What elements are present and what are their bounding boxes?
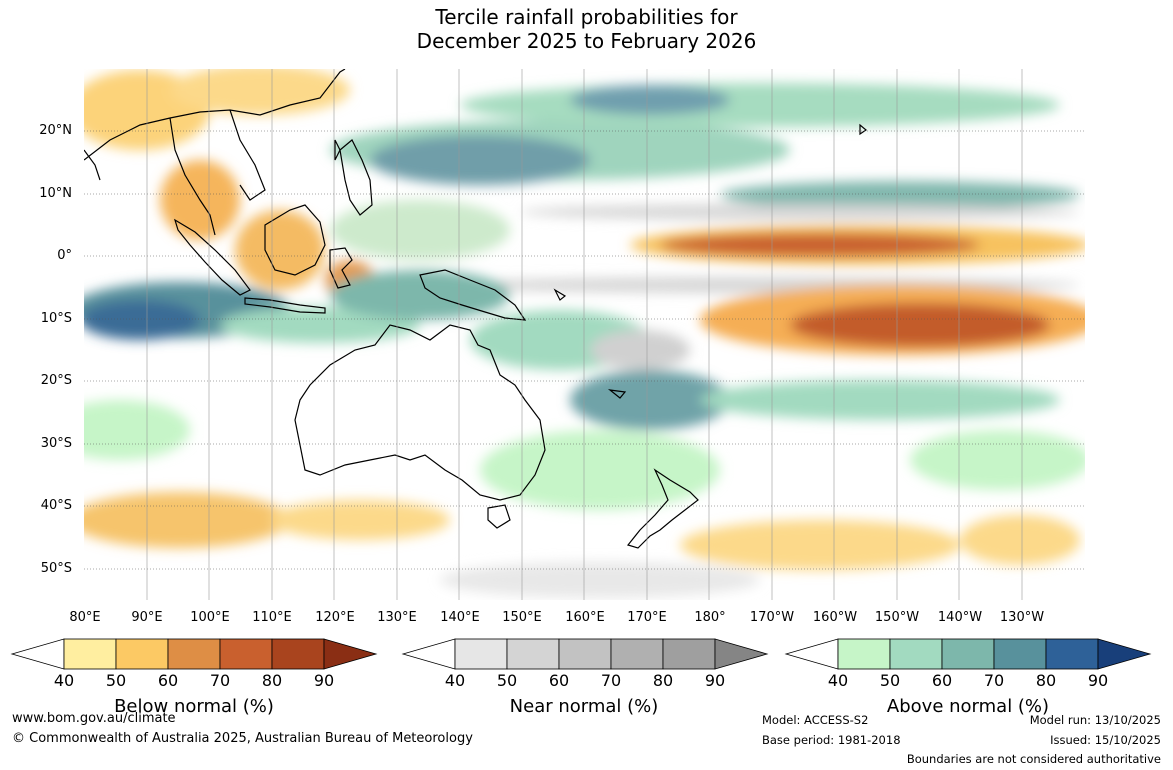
lon-label: 160°W (812, 610, 858, 625)
lat-label: 0° (57, 248, 72, 263)
issued-date: Issued: 15/10/2025 (1050, 733, 1161, 747)
below-tick: 70 (209, 671, 231, 690)
colorbar-segment (837, 638, 891, 670)
colorbar-segment (63, 638, 117, 670)
coastlines (84, 69, 868, 549)
below-tick: 80 (261, 671, 283, 690)
colorbar-under-triangle (784, 638, 839, 670)
lon-label: 80°E (69, 610, 101, 625)
near-tick: 50 (496, 671, 518, 690)
lat-label: 20°S (40, 373, 72, 388)
colorbar-segment (610, 638, 664, 670)
lon-label: 150°E (502, 610, 542, 625)
above-normal-label: Above normal (%) (886, 696, 1050, 717)
above-tick: 80 (1035, 671, 1057, 690)
colorbar-under-triangle (401, 638, 456, 670)
below-tick: 50 (105, 671, 127, 690)
lon-label: 170°W (749, 610, 795, 625)
colorbar-segment (454, 638, 508, 670)
gridlines (84, 130, 1085, 570)
colorbar-segment (115, 638, 169, 670)
colorbar-segment (993, 638, 1047, 670)
lat-label: 30°S (40, 436, 72, 451)
colorbars (10, 638, 1152, 670)
lon-label: 160°E (565, 610, 605, 625)
colorbar-segment (941, 638, 995, 670)
near-normal-label: Near normal (%) (509, 696, 659, 717)
colorbar-segment (219, 638, 273, 670)
colorbar-over-triangle (1097, 638, 1152, 670)
colorbar-segment (506, 638, 560, 670)
copyright: © Commonwealth of Australia 2025, Austra… (12, 731, 473, 746)
near-tick: 40 (444, 671, 466, 690)
colorbar-over-triangle (323, 638, 378, 670)
near-tick: 80 (652, 671, 674, 690)
above-tick: 60 (931, 671, 953, 690)
above-tick: 50 (879, 671, 901, 690)
lon-label: 90°E (131, 610, 163, 625)
lon-label: 130°W (999, 610, 1045, 625)
model-info: Model: ACCESS-S2 (762, 713, 869, 727)
colorbar-segment (662, 638, 716, 670)
colorbar-segment (889, 638, 943, 670)
colorbar-under-triangle (10, 638, 65, 670)
lat-label: 50°S (40, 561, 72, 576)
below-tick: 90 (313, 671, 335, 690)
lon-label: 170°E (627, 610, 667, 625)
lat-label: 10°S (40, 311, 72, 326)
title-line-2: December 2025 to February 2026 (416, 29, 757, 53)
website-link[interactable]: www.bom.gov.au/climate (12, 711, 176, 726)
near-tick: 60 (548, 671, 570, 690)
near-tick: 70 (600, 671, 622, 690)
meridians (146, 69, 1023, 600)
above-normal-colorbar (784, 638, 1152, 670)
colorbar-segment (167, 638, 221, 670)
lat-label: 20°N (39, 123, 72, 138)
lat-label: 40°S (40, 498, 72, 513)
below-tick: 60 (157, 671, 179, 690)
colorbar-over-triangle (714, 638, 769, 670)
near-tick: 90 (704, 671, 726, 690)
lon-label: 110°E (252, 610, 292, 625)
near-normal-colorbar (401, 638, 769, 670)
lat-label: 10°N (39, 186, 72, 201)
above-tick: 40 (827, 671, 849, 690)
lon-label: 140°W (937, 610, 983, 625)
colorbar-segment (558, 638, 612, 670)
probability-field (84, 69, 1085, 600)
base-period: Base period: 1981-2018 (762, 733, 901, 747)
lon-label: 100°E (190, 610, 230, 625)
model-run: Model run: 13/10/2025 (1029, 713, 1161, 727)
colorbar-segment (1045, 638, 1099, 670)
below-normal-label: Below normal (%) (114, 696, 274, 717)
above-tick: 90 (1087, 671, 1109, 690)
title-line-1: Tercile rainfall probabilities for (435, 5, 738, 29)
lon-label: 130°E (377, 610, 417, 625)
lon-label: 120°E (315, 610, 355, 625)
lon-label: 180° (694, 610, 726, 625)
below-tick: 40 (53, 671, 75, 690)
lon-label: 140°E (440, 610, 480, 625)
above-tick: 70 (983, 671, 1005, 690)
boundaries-disclaimer: Boundaries are not considered authoritat… (906, 752, 1161, 766)
lon-label: 150°W (874, 610, 920, 625)
colorbar-segment (271, 638, 325, 670)
below-normal-colorbar (10, 638, 378, 670)
